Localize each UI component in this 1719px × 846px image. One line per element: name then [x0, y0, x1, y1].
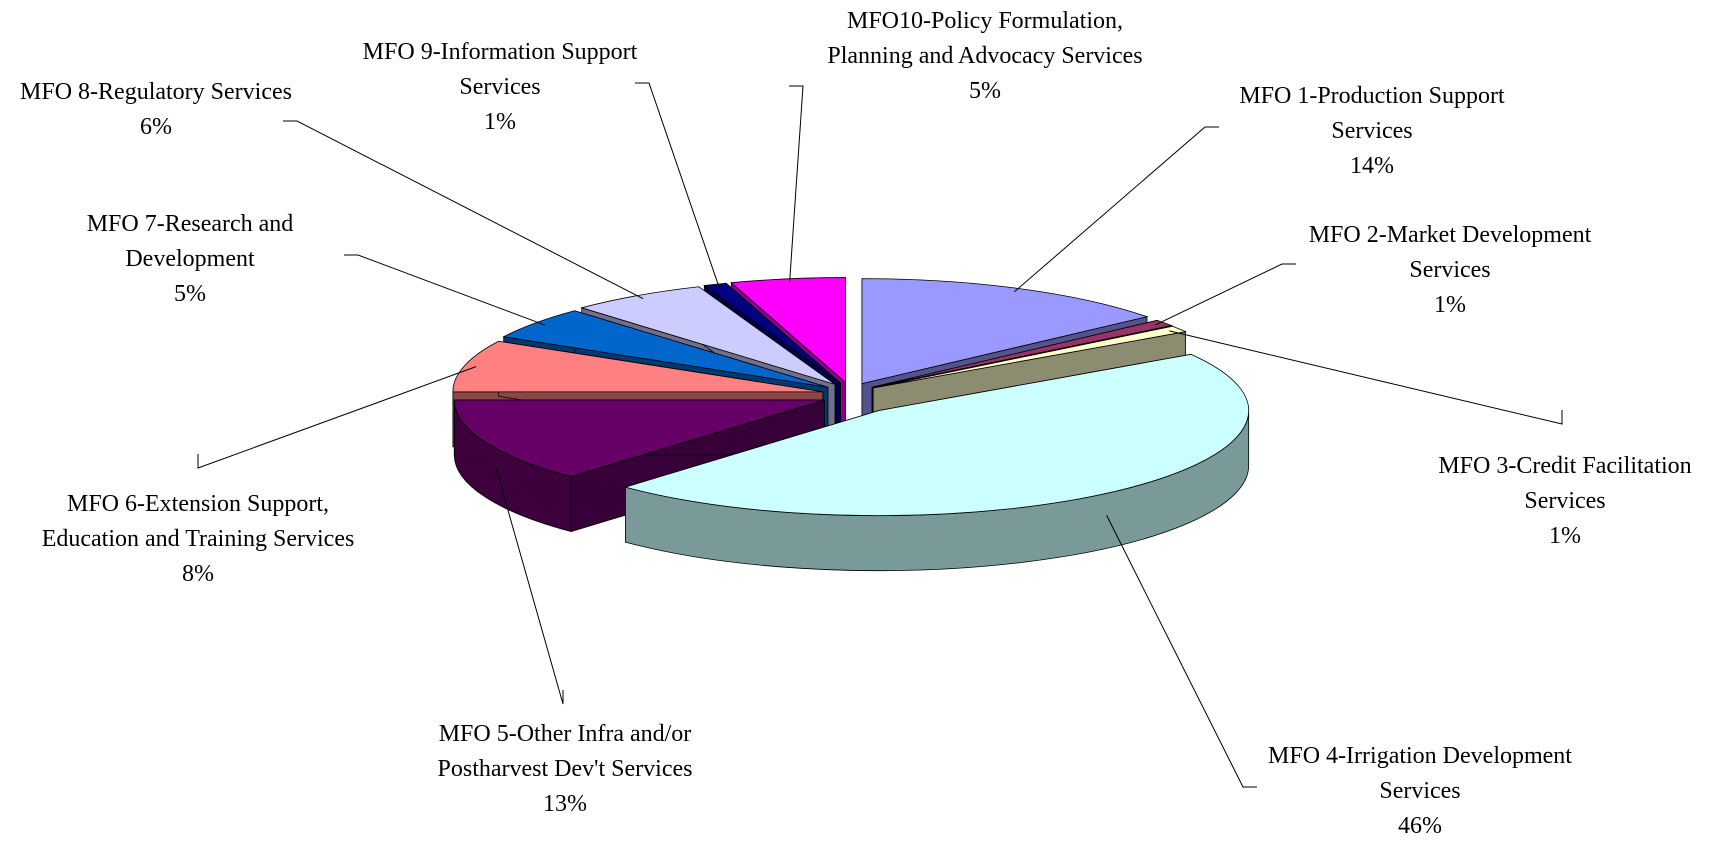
leader-line — [197, 366, 477, 469]
slice-top — [872, 319, 1173, 388]
category-name: MFO 4-Irrigation Development Services — [1268, 743, 1572, 804]
leader-line — [1014, 126, 1219, 293]
value-label: 6% — [140, 114, 172, 140]
slice-label: MFO 4-Irrigation Development Services 46% — [1245, 739, 1595, 844]
value-label: 1% — [484, 109, 516, 135]
leader-line — [1106, 515, 1257, 788]
slice-top — [623, 353, 1250, 516]
slice-label: MFO 9-Information Support Services 1% — [350, 35, 650, 140]
leader-line — [344, 254, 546, 326]
value-label: 1% — [1549, 523, 1581, 549]
leader-line — [495, 466, 564, 705]
category-name: MFO 5-Other Infra and/or Postharvest Dev… — [437, 721, 693, 782]
slice-label: MFO 2-Market Development Services 1% — [1280, 218, 1620, 323]
slice-top — [730, 277, 847, 384]
slice-top — [453, 399, 825, 477]
category-name: MFO 1-Production Support Services — [1239, 83, 1505, 144]
value-label: 5% — [174, 281, 206, 307]
value-label: 13% — [543, 791, 587, 817]
slice-top — [703, 282, 841, 384]
leader-line — [1169, 330, 1563, 425]
slice-label: MFO 6-Extension Support, Education and T… — [28, 487, 368, 592]
slice-top — [873, 325, 1187, 389]
slice-label: MFO 5-Other Infra and/or Postharvest Dev… — [415, 717, 715, 822]
leader-line — [283, 120, 644, 300]
category-name: MFO10-Policy Formulation, Planning and A… — [827, 8, 1143, 69]
category-name: MFO 9-Information Support Services — [362, 39, 638, 100]
leader-line — [789, 85, 804, 283]
value-label: 5% — [969, 78, 1001, 104]
category-name: MFO 7-Research and Development — [86, 211, 294, 272]
value-label: 46% — [1398, 813, 1442, 839]
leader-line — [1154, 263, 1296, 326]
value-label: 1% — [1434, 292, 1466, 318]
category-name: MFO 8-Regulatory Services — [20, 79, 292, 105]
slice-top — [502, 310, 828, 388]
leader-line — [635, 82, 720, 288]
slice-label: MFO 8-Regulatory Services 6% — [6, 75, 306, 145]
slice-top — [861, 278, 1149, 385]
value-label: 14% — [1350, 153, 1394, 179]
slice-label: MFO 3-Credit Facilitation Services 1% — [1405, 449, 1719, 554]
category-name: MFO 2-Market Development Services — [1308, 222, 1592, 283]
slice-label: MFO 7-Research and Development 5% — [20, 207, 360, 312]
slice-label: MFO 1-Production Support Services 14% — [1222, 79, 1522, 184]
slice-top — [452, 340, 823, 393]
value-label: 8% — [182, 561, 214, 587]
slice — [623, 353, 1250, 571]
slice-label: MFO10-Policy Formulation, Planning and A… — [820, 4, 1150, 109]
category-name: MFO 6-Extension Support, Education and T… — [41, 491, 355, 552]
category-name: MFO 3-Credit Facilitation Services — [1438, 453, 1692, 514]
